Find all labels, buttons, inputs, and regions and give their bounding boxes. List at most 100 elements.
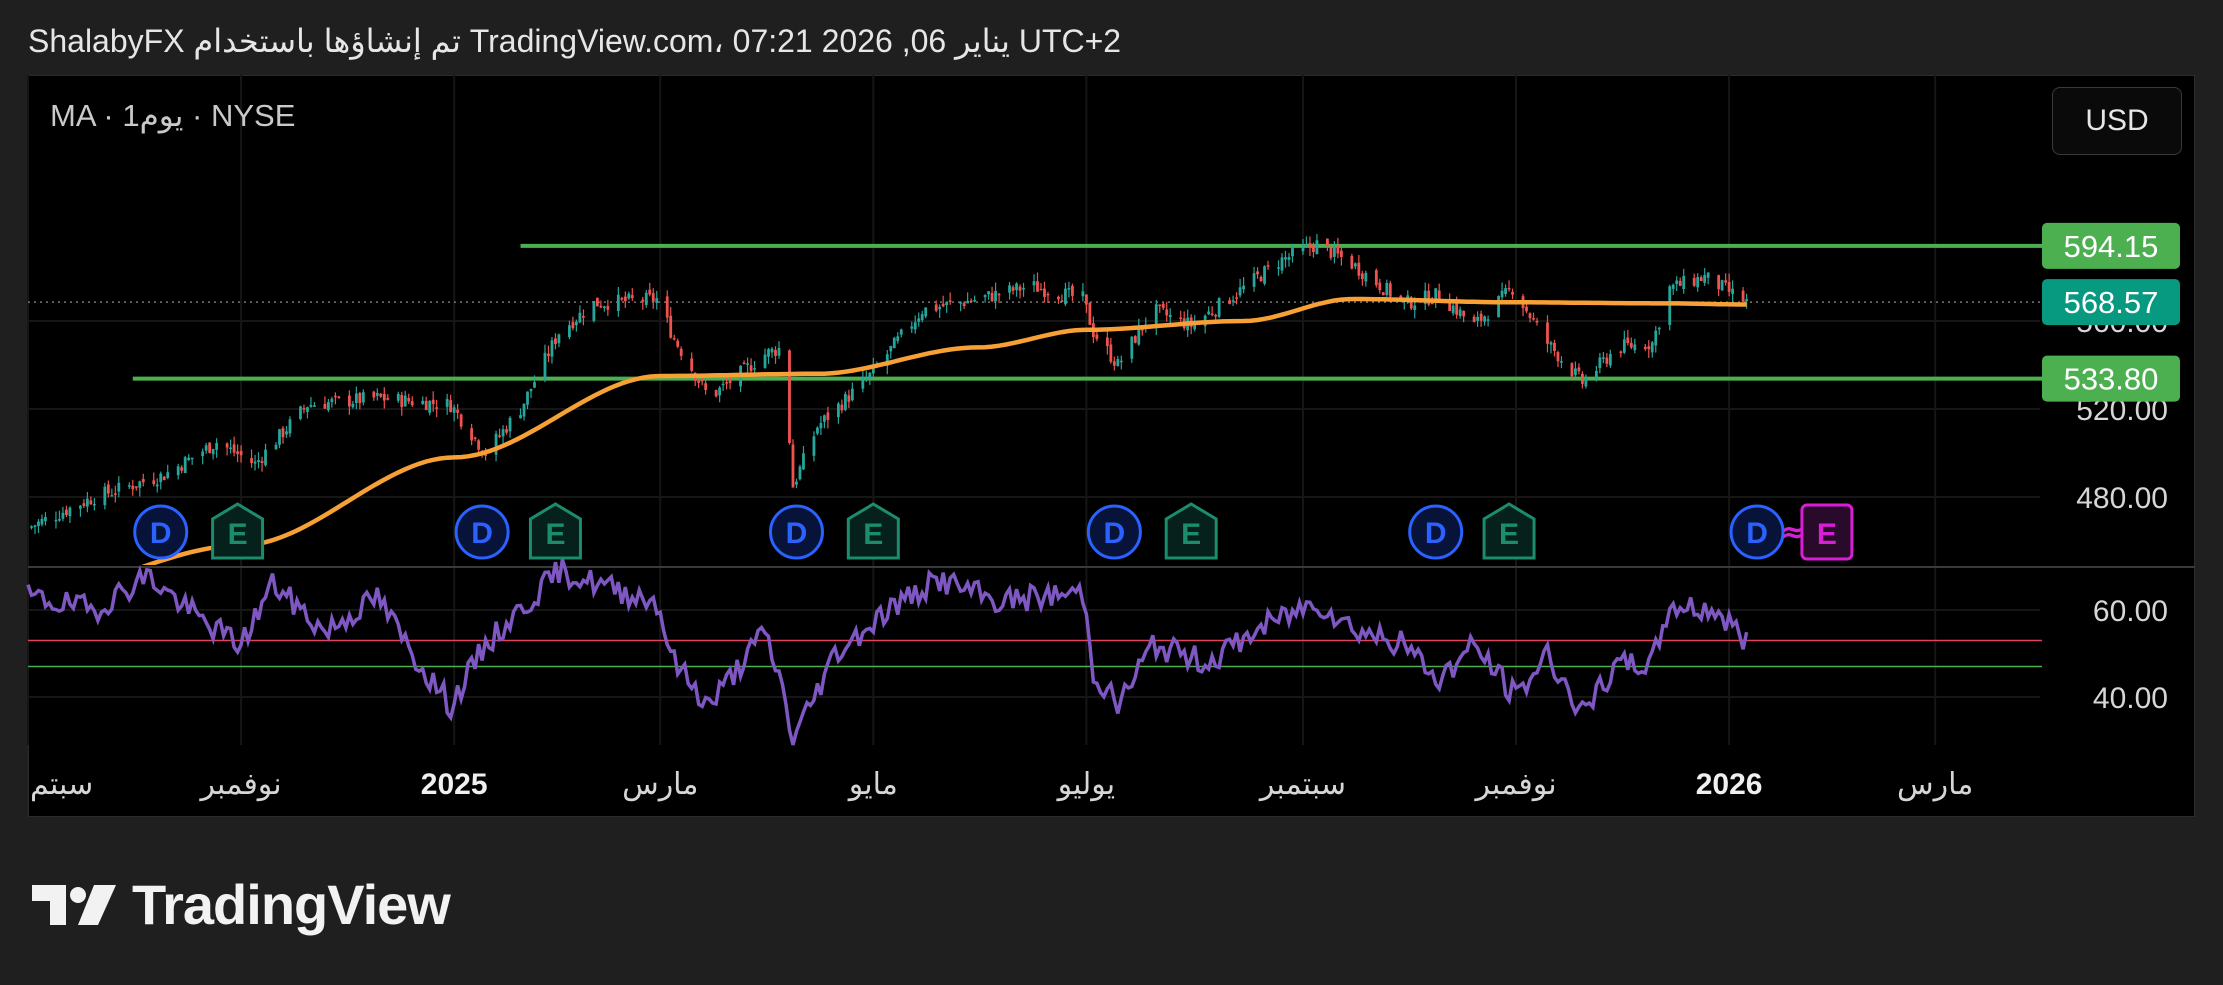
candle-body xyxy=(40,518,44,525)
candle-body xyxy=(864,378,868,380)
candle-body xyxy=(533,382,536,388)
candle-body xyxy=(180,467,184,471)
candle-body xyxy=(117,482,121,492)
candle-body xyxy=(1385,282,1389,296)
candle-body xyxy=(215,442,219,450)
candle-body xyxy=(1643,346,1647,350)
candle-body xyxy=(795,481,798,485)
candle-body xyxy=(519,415,522,419)
candle-body xyxy=(526,391,529,405)
candle-body xyxy=(554,338,557,345)
candle-body xyxy=(299,406,302,419)
candle-body xyxy=(421,400,425,405)
candle-body xyxy=(885,354,889,366)
candle-body xyxy=(1388,283,1392,297)
candle-body xyxy=(1057,296,1060,300)
candle-body xyxy=(920,314,924,321)
candle-body xyxy=(281,428,285,438)
candle-body xyxy=(159,473,163,483)
candle-body xyxy=(1549,342,1553,345)
candle-body xyxy=(1479,313,1483,321)
candle-body xyxy=(1043,288,1046,297)
currency-button[interactable]: USD xyxy=(2052,87,2182,155)
candle-body xyxy=(445,398,449,407)
earnings-label: E xyxy=(1817,518,1837,551)
candle-body xyxy=(358,392,362,404)
candle-body xyxy=(966,300,970,304)
candle-body xyxy=(938,306,942,310)
candle-body xyxy=(1357,262,1361,276)
candle-body xyxy=(823,415,826,422)
candle-body xyxy=(697,380,701,383)
candle-body xyxy=(1081,291,1085,297)
earnings-label: E xyxy=(1181,518,1201,551)
candle-body xyxy=(690,358,694,371)
candle-body xyxy=(1305,244,1308,246)
candle-body xyxy=(1507,288,1511,290)
candle-body xyxy=(1336,245,1340,254)
candle-body xyxy=(285,431,288,435)
candle-body xyxy=(644,292,648,305)
candle-body xyxy=(1647,346,1651,350)
candle-body xyxy=(1675,280,1679,285)
candle-body xyxy=(327,402,330,411)
candle-body xyxy=(1720,280,1724,291)
candle-body xyxy=(54,519,58,522)
candle-body xyxy=(987,291,990,295)
candle-body xyxy=(1511,291,1514,295)
dividend-circle xyxy=(133,504,189,560)
dividend-label: D xyxy=(150,517,172,550)
candle-body xyxy=(578,312,582,323)
candle-body xyxy=(595,297,599,307)
candle-body xyxy=(1594,370,1598,379)
dividend-event-icon: D xyxy=(768,504,824,560)
candle-body xyxy=(941,303,945,307)
chart-header: ShalabyFX تم إنشاؤها باستخدام TradingVie… xyxy=(28,23,1122,59)
candle-body xyxy=(110,495,114,497)
dividend-circle xyxy=(1729,504,1785,560)
candle-body xyxy=(1329,247,1333,258)
candle-body xyxy=(1315,240,1319,255)
candle-body xyxy=(505,429,508,433)
candle-body xyxy=(718,387,722,396)
candle-body xyxy=(1301,245,1305,252)
candle-body xyxy=(33,525,37,527)
candle-body xyxy=(386,398,390,400)
earnings-box xyxy=(1482,502,1536,560)
time-axis-label: سبتمبر xyxy=(1258,768,1346,801)
candle-body xyxy=(1423,290,1427,304)
earnings-box xyxy=(1800,503,1854,561)
candle-body xyxy=(1022,287,1025,290)
candle-body xyxy=(557,334,561,344)
candle-body xyxy=(1434,288,1438,301)
rsi-line xyxy=(26,559,1749,746)
candle-body xyxy=(676,340,680,347)
candle-body xyxy=(665,296,669,318)
candle-body xyxy=(1011,287,1015,291)
candle-body xyxy=(253,461,257,464)
candle-body xyxy=(910,326,914,329)
price-tag-bg xyxy=(2042,279,2180,326)
candle-body xyxy=(333,395,337,398)
dividend-label: D xyxy=(471,517,493,550)
candle-body xyxy=(68,507,72,517)
candle-body xyxy=(396,393,400,401)
candle-body xyxy=(1133,336,1137,343)
candle-body xyxy=(1364,272,1368,282)
candle-body xyxy=(1333,246,1336,257)
candle-body xyxy=(306,407,309,412)
candle-body xyxy=(113,493,117,495)
candle-body xyxy=(1109,344,1113,362)
candle-body xyxy=(1291,247,1294,257)
candle-body xyxy=(431,399,435,405)
candle-body xyxy=(1741,290,1745,302)
candle-body xyxy=(522,403,526,417)
dividend-label: D xyxy=(1104,517,1126,550)
candle-body xyxy=(1266,265,1270,267)
candle-body xyxy=(89,500,93,505)
tradingview-logo: TradingView xyxy=(32,872,451,937)
candles xyxy=(30,233,1748,535)
time-axis-label: مارس xyxy=(622,768,698,801)
earnings-event-icon: E xyxy=(1164,502,1218,560)
